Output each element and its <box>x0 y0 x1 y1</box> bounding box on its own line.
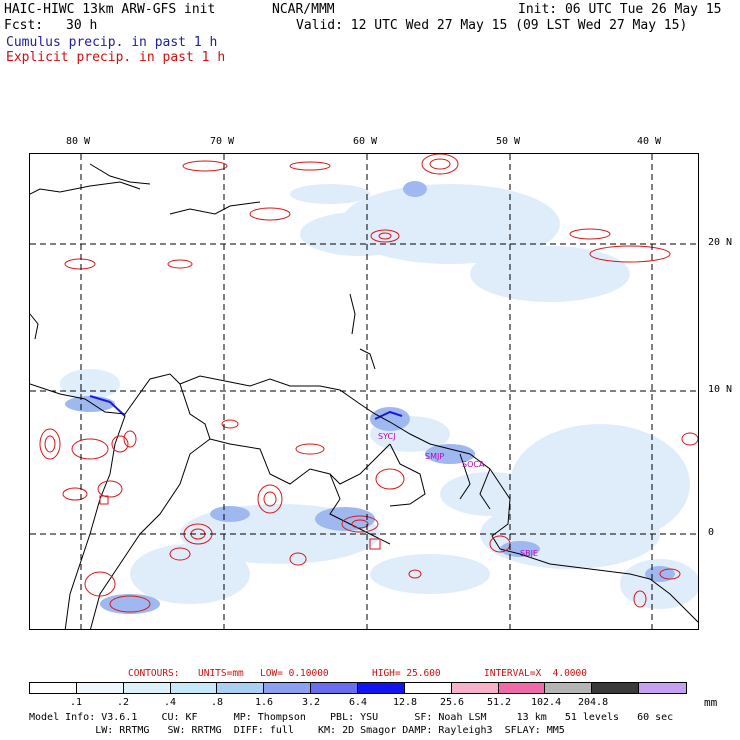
lon-label-80w: 80 W <box>66 136 91 147</box>
colorbar-swatch <box>639 683 687 693</box>
map-canvas: SYCJ SMJP SOCA SBJE <box>30 154 698 629</box>
lat-label-10n: 10 N <box>708 384 733 395</box>
lat-label-0: 0 <box>708 527 715 538</box>
model-info-line1: Model Info: V3.6.1 CU: KF MP: Thompson P… <box>29 712 674 723</box>
colorbar-swatch <box>170 683 218 693</box>
precip-map: SYCJ SMJP SOCA SBJE <box>29 153 699 630</box>
colorbar-tick-label: .2 <box>117 697 130 708</box>
lat-lon-grid <box>30 154 698 629</box>
precip-colorbar <box>29 682 687 694</box>
colorbar-tick-label: 12.8 <box>393 697 418 708</box>
lon-label-50w: 50 W <box>496 136 521 147</box>
colorbar-swatch <box>217 683 265 693</box>
model-title: HAIC-HIWC 13km ARW-GFS init <box>4 2 216 17</box>
contours-interval: INTERVAL=X 4.0000 <box>484 668 587 679</box>
colorbar-unit: mm <box>704 696 718 709</box>
colorbar-swatch <box>76 683 124 693</box>
contours-label: CONTOURS: <box>128 668 180 679</box>
lon-label-40w: 40 W <box>637 136 662 147</box>
colorbar-swatch <box>358 683 405 693</box>
colorbar-swatch <box>545 683 593 693</box>
explicit-legend: Explicit precip. in past 1 h <box>6 50 226 65</box>
colorbar-tick-label: .8 <box>211 697 224 708</box>
cumulus-precip-heavy <box>89 395 403 420</box>
init-time: Init: 06 UTC Tue 26 May 15 <box>518 2 722 17</box>
station-label-soca: SOCA <box>462 460 485 469</box>
colorbar-swatch <box>30 683 77 693</box>
colorbar-tick-label: .4 <box>164 697 177 708</box>
colorbar-tick-label: 3.2 <box>302 697 321 708</box>
colorbar-swatch <box>264 683 312 693</box>
valid-time: Valid: 12 UTC Wed 27 May 15 (09 LST Wed … <box>296 18 688 33</box>
station-label-sycj: SYCJ <box>378 432 395 441</box>
colorbar-tick-label: 102.4 <box>531 697 562 708</box>
station-label-smjp: SMJP <box>425 452 444 461</box>
lon-label-70w: 70 W <box>210 136 235 147</box>
station-labels: SYCJ SMJP SOCA SBJE <box>378 432 538 558</box>
colorbar-swatch <box>404 683 452 693</box>
colorbar-tick-label: 51.2 <box>487 697 512 708</box>
org-label: NCAR/MMM <box>272 2 335 17</box>
cumulus-legend: Cumulus precip. in past 1 h <box>6 35 218 50</box>
model-info-line2: LW: RRTMG SW: RRTMG DIFF: full KM: 2D Sm… <box>29 725 565 736</box>
lon-label-60w: 60 W <box>353 136 378 147</box>
colorbar-swatch <box>311 683 359 693</box>
colorbar-swatch <box>592 683 640 693</box>
contours-low: LOW= 0.10000 <box>260 668 329 679</box>
colorbar-swatch <box>498 683 546 693</box>
station-label-sbje: SBJE <box>520 549 538 558</box>
colorbar-tick-label: 6.4 <box>349 697 368 708</box>
colorbar-swatch <box>123 683 171 693</box>
colorbar-swatch <box>451 683 499 693</box>
colorbar-tick-label: 1.6 <box>255 697 274 708</box>
lat-label-20n: 20 N <box>708 237 733 248</box>
colorbar-tick-label: 204.8 <box>578 697 609 708</box>
colorbar-tick-label: 25.6 <box>440 697 465 708</box>
forecast-label: Fcst: <box>4 18 44 33</box>
colorbar-tick-label: .1 <box>70 697 83 708</box>
contours-high: HIGH= 25.600 <box>372 668 441 679</box>
contours-units: UNITS=mm <box>198 668 244 679</box>
forecast-hours: 30 h <box>66 18 98 33</box>
